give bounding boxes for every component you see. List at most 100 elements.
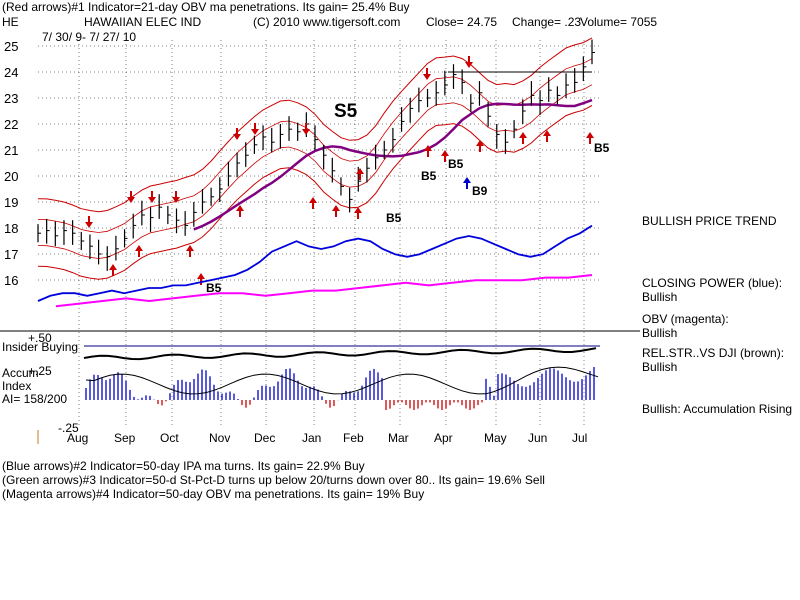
company-name: HAWAIIAN ELEC IND <box>84 15 202 29</box>
change-value: Change= .23 <box>512 15 582 29</box>
obv-note-value: Bullish <box>642 326 678 340</box>
buy-arrow <box>354 207 362 219</box>
moving-average-line <box>193 98 593 231</box>
y-tick-label: 16 <box>4 273 18 288</box>
date-range: 7/ 30/ 9- 7/ 27/ 10 <box>42 30 137 44</box>
level-neg25-label: -.25 <box>58 421 79 435</box>
buy-arrow <box>356 168 364 180</box>
ticker-symbol: HE <box>2 15 19 29</box>
y-tick-label: 21 <box>4 143 18 158</box>
copyright: (C) 2010 www.tigersoft.com <box>253 15 401 29</box>
bollinger-bands <box>37 37 593 280</box>
x-tick-label: Nov <box>209 431 230 445</box>
obv-note-label: OBV (magenta): <box>642 312 729 326</box>
x-tick-labels: Aug Sep Oct Nov Dec Jan Feb Mar Apr May Jun Jul <box>37 430 587 445</box>
rs-note-value: Bullish <box>642 360 678 374</box>
buy-arrow <box>186 245 194 257</box>
buy-signal-label: B5 <box>594 141 610 155</box>
sell-arrow <box>423 68 431 80</box>
sell-arrow <box>233 128 241 140</box>
level-50-label: +.50 <box>28 331 52 345</box>
x-tick-label: Jan <box>302 431 321 445</box>
buy-arrow <box>109 264 117 276</box>
x-tick-label: Sep <box>114 431 136 445</box>
footer-indicator-4: (Magenta arrows)#4 Indicator=50-day OBV … <box>2 487 425 501</box>
footer-indicator-3: (Green arrows)#3 Indicator=50-d St-Pct-D… <box>2 473 545 487</box>
upper-band <box>37 37 593 213</box>
obv-path <box>55 274 593 308</box>
rel-strength-line <box>83 347 597 361</box>
x-tick-label: Feb <box>343 431 364 445</box>
header-indicator-1: (Red arrows)#1 Indicator=21-day OBV ma p… <box>2 0 410 14</box>
sell-arrow <box>172 191 180 203</box>
rs-note-label: REL.STR..VS DJI (brown): <box>642 346 785 360</box>
buy-arrow <box>463 177 471 189</box>
buy-arrow <box>309 197 317 209</box>
close-value: Close= 24.75 <box>426 15 498 29</box>
x-tick-label: Jul <box>572 431 587 445</box>
buy-arrow <box>236 205 244 217</box>
price-bars <box>37 39 595 271</box>
closing-power-line <box>37 224 593 302</box>
x-tick-label: Dec <box>254 431 275 445</box>
sell-arrow <box>85 216 93 228</box>
accum-note: Bullish: Accumulation Rising <box>642 402 793 416</box>
x-tick-label: Mar <box>388 431 409 445</box>
y-tick-labels: 25 24 23 22 21 20 19 18 17 16 <box>4 39 18 288</box>
buy-arrow <box>543 130 551 142</box>
y-tick-label: 17 <box>4 247 18 262</box>
x-tick-label: Jun <box>528 431 547 445</box>
obv-line <box>55 274 593 308</box>
buy-arrow <box>519 132 527 144</box>
cp-note-value: Bullish <box>642 290 678 304</box>
buy-signal-label: B9 <box>472 184 488 198</box>
buy-signal-label: B5 <box>421 169 437 183</box>
y-tick-label: 18 <box>4 221 18 236</box>
y-tick-label: 24 <box>4 65 18 80</box>
y-tick-label: 22 <box>4 117 18 132</box>
sell-arrow <box>127 191 135 203</box>
footer-indicator-2: (Blue arrows)#2 Indicator=50-day IPA ma … <box>2 459 365 473</box>
sell-arrow <box>465 56 473 68</box>
x-tick-label: Apr <box>434 431 453 445</box>
buy-arrow <box>586 132 594 144</box>
buy-signal-label: B5 <box>386 211 402 225</box>
volume-value: Volume= 7055 <box>580 15 658 29</box>
y-tick-label: 23 <box>4 91 18 106</box>
inner-lower-band <box>37 84 593 259</box>
buy-signal-label: B5 <box>206 281 222 295</box>
sell-arrow <box>148 191 156 203</box>
y-tick-label: 20 <box>4 169 18 184</box>
buy-arrow <box>197 273 205 285</box>
x-tick-label: Oct <box>160 431 179 445</box>
closing-power-path <box>37 224 593 302</box>
ma-50-line <box>193 98 593 231</box>
sell-signal-label: S5 <box>334 101 358 122</box>
buy-arrow <box>135 245 143 257</box>
buy-arrow <box>441 150 449 162</box>
x-tick-label: May <box>484 431 507 445</box>
buy-signal-label: B5 <box>448 157 464 171</box>
level-25-label: +.25 <box>28 364 52 378</box>
y-tick-label: 19 <box>4 195 18 210</box>
sell-arrow <box>302 123 310 135</box>
buy-arrow <box>476 140 484 152</box>
ai-value: AI= 158/200 <box>2 392 68 406</box>
buy-arrow <box>424 145 432 157</box>
insider-buying-label: Insider Buying <box>2 340 79 354</box>
y-tick-label: 25 <box>4 39 18 54</box>
index-label: Index <box>2 379 32 393</box>
signal-labels: B5 B5 B5 B5 B9 B5 S5 <box>206 101 610 295</box>
buy-arrow <box>332 205 340 217</box>
cp-note-label: CLOSING POWER (blue): <box>642 276 783 290</box>
lower-band <box>37 105 593 280</box>
accum-ma-line <box>85 366 599 395</box>
x-tick-label: Aug <box>67 431 88 445</box>
sell-arrow <box>251 123 259 135</box>
gridlines <box>38 40 600 428</box>
trend-note: BULLISH PRICE TREND <box>642 214 777 228</box>
accum-label: Accum <box>2 366 39 380</box>
signal-arrows <box>85 56 594 285</box>
lower-panel <box>0 330 640 410</box>
